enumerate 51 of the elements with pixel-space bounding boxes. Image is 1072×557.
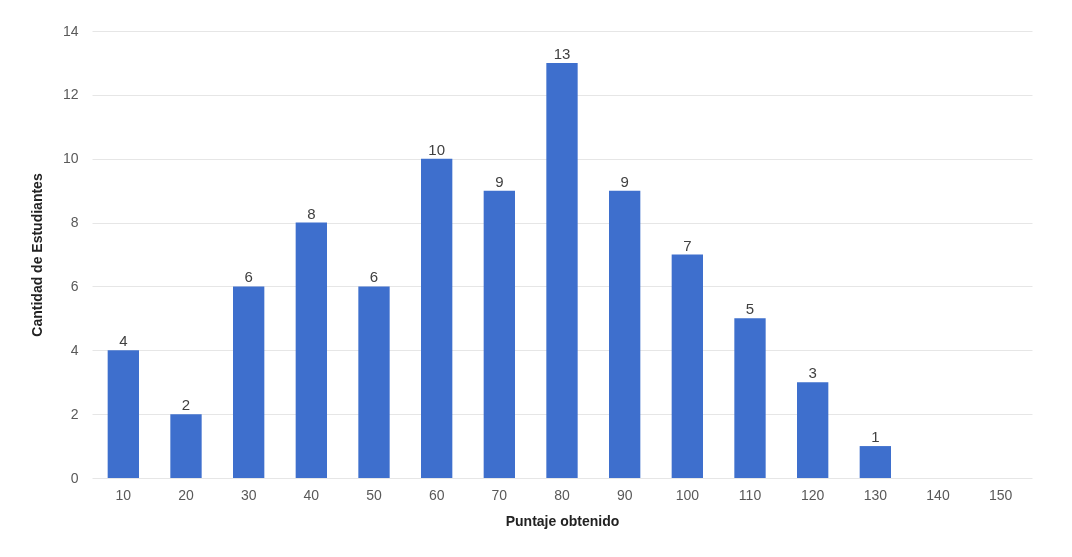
y-tick-label: 2 <box>70 405 79 422</box>
bar <box>358 286 390 478</box>
y-axis-title: Cantidad de Estudiantes <box>28 173 45 337</box>
x-tick-label: 120 <box>800 486 825 503</box>
y-tick-label: 4 <box>70 341 79 358</box>
x-tick-label: 20 <box>178 486 194 503</box>
bar <box>797 382 829 478</box>
bar <box>233 286 265 478</box>
data-label: 2 <box>181 396 191 414</box>
bar <box>170 414 202 478</box>
bar <box>671 254 703 478</box>
data-label: 3 <box>808 364 817 382</box>
y-tick-label: 12 <box>62 86 79 103</box>
x-tick-label: 110 <box>738 486 762 503</box>
y-tick-label: 8 <box>70 214 79 231</box>
bar <box>421 158 453 478</box>
x-tick-label: 80 <box>554 486 570 503</box>
x-tick-label: 140 <box>926 486 950 503</box>
data-label: 1 <box>871 428 880 446</box>
data-label: 8 <box>307 204 316 222</box>
y-tick-label: 10 <box>62 150 79 167</box>
bar <box>859 446 891 478</box>
bar <box>483 190 515 478</box>
bar <box>609 190 641 478</box>
x-tick-label: 70 <box>491 486 508 503</box>
x-tick-label: 30 <box>240 486 257 503</box>
data-label: 9 <box>620 172 629 190</box>
x-tick-label: 90 <box>616 486 633 503</box>
x-tick-label: 10 <box>115 486 132 503</box>
x-tick-label: 60 <box>428 486 445 503</box>
data-label: 13 <box>553 44 571 62</box>
bar <box>295 222 327 478</box>
x-axis-title: Puntaje obtenido <box>505 512 620 529</box>
data-label: 5 <box>745 300 755 318</box>
data-label: 6 <box>244 268 253 286</box>
y-tick-label: 0 <box>70 469 79 486</box>
bar <box>107 350 139 478</box>
x-tick-label: 40 <box>303 486 320 503</box>
x-tick-label: 100 <box>675 486 700 503</box>
x-tick-label: 130 <box>863 486 888 503</box>
data-label: 9 <box>495 172 504 190</box>
x-tick-label: 50 <box>366 486 382 503</box>
data-label: 6 <box>369 268 379 286</box>
y-tick-label: 14 <box>62 22 79 39</box>
bar <box>546 62 578 478</box>
bar <box>734 318 766 478</box>
data-label: 4 <box>119 332 128 350</box>
data-label: 10 <box>428 140 446 158</box>
y-tick-label: 6 <box>70 277 79 294</box>
x-tick-label: 150 <box>988 486 1013 503</box>
data-label: 7 <box>683 236 692 254</box>
